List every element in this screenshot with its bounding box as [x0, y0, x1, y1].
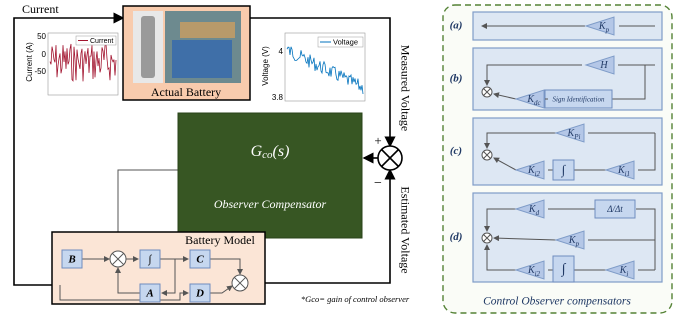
panel-label: (b) — [450, 73, 463, 85]
legend-label: Current — [90, 38, 113, 45]
block-label: C — [196, 254, 204, 266]
current-plot: Current (A) 50 0 -50 Current — [25, 32, 118, 95]
op-label: Sign Identification — [553, 96, 605, 104]
model-title: Battery Model — [185, 233, 255, 247]
tf-g: G — [251, 143, 263, 160]
y-tick-label: 3.8 — [272, 93, 284, 102]
tf-sub: co — [262, 149, 273, 161]
panel-label: (d) — [450, 231, 463, 243]
gain-sub: i — [626, 270, 628, 278]
gain-sub: d — [536, 209, 540, 217]
op-label: Δ/Δt — [606, 204, 623, 214]
measured-label: Measured Voltage — [398, 45, 412, 132]
current-label: Current — [22, 2, 59, 16]
gain-sub: Pi — [573, 133, 580, 141]
battery-title: Actual Battery — [151, 85, 221, 99]
compensator-box — [178, 113, 362, 238]
panel-label: (a) — [450, 20, 463, 32]
gain-sub: p — [605, 26, 610, 34]
footnote: *Gco= gain of control observer — [301, 294, 410, 304]
tf-arg: (s) — [273, 143, 290, 160]
y-label: Current (A) — [25, 42, 34, 82]
caption: Control Observer compensators — [483, 296, 631, 308]
y-tick-label: 0 — [42, 50, 47, 59]
gain-sub: dc — [534, 99, 542, 107]
gain-k: H — [599, 60, 608, 71]
y-tick-label: 4 — [279, 47, 284, 56]
legend-label: Voltage — [333, 37, 358, 46]
y-tick-label: -50 — [34, 67, 46, 76]
voltage-plot: Voltage (V) 4 3.8 Voltage — [261, 33, 365, 102]
battery-pack — [172, 40, 232, 78]
compensator-name: Observer Compensator — [214, 197, 327, 211]
gain-label: H — [599, 60, 608, 71]
panel-label: (c) — [450, 145, 462, 157]
minus-sign: − — [374, 176, 382, 191]
cell — [141, 16, 155, 78]
y-label: Voltage (V) — [261, 46, 270, 86]
battery-pack — [180, 22, 235, 38]
gain-sub: i2 — [535, 270, 541, 278]
gain-sub: i2 — [535, 170, 541, 178]
estimated-label: Estimated Voltage — [398, 186, 412, 273]
y-tick-label: 50 — [37, 32, 46, 41]
block-label: B — [67, 254, 75, 266]
plus-sign: + — [374, 133, 381, 148]
diagram: Current Actual Battery Current (A) 50 0 … — [0, 0, 683, 316]
block-label: D — [195, 288, 204, 300]
gain-sub: i1 — [625, 170, 630, 178]
gain-sub: p — [575, 240, 580, 248]
block-label: A — [145, 288, 153, 300]
